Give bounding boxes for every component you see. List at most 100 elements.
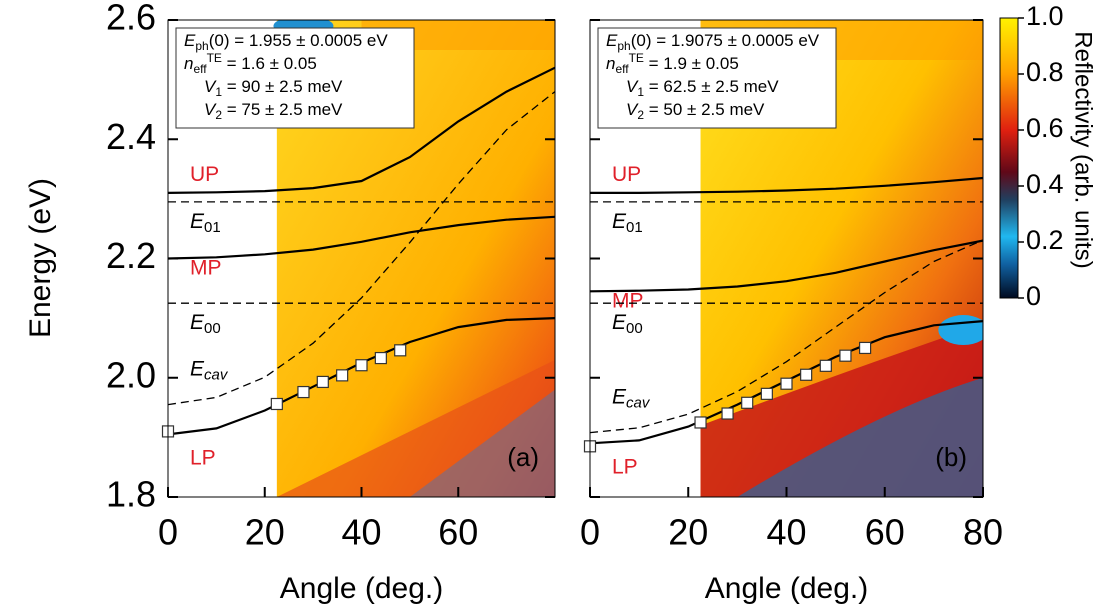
annotation-part: = 75 ± 2.5 meV (222, 100, 343, 119)
colorbar-tick-label: 0 (1026, 281, 1041, 311)
dashed-line (590, 239, 983, 434)
x-tick-label: 80 (963, 512, 1003, 553)
colorbar-tick-label: 0.4 (1026, 169, 1064, 199)
series-label: Ecav (612, 385, 651, 411)
colorbar-tick-label: 0.2 (1026, 225, 1064, 255)
annotation-part: V (204, 100, 217, 119)
series-name: UP (190, 162, 219, 185)
annotation-part: 1 (637, 85, 644, 99)
annotation-part: V (626, 100, 639, 119)
y-tick-label: 2.4 (106, 116, 156, 157)
data-point (355, 359, 368, 372)
colorbar-tick-label: 0.6 (1026, 113, 1064, 143)
annotation-part: (0) = 1.9075 ± 0.0005 eV (631, 31, 820, 50)
annotation-part: = 62.5 ± 2.5 meV (644, 77, 779, 96)
series-label: E01 (190, 209, 221, 235)
data-point (374, 351, 387, 365)
series-label: UP (190, 162, 219, 185)
series-name: UP (612, 162, 641, 185)
series-sub: 00 (626, 320, 643, 337)
annotation-part: E (184, 31, 196, 50)
data-point (839, 349, 852, 362)
y-tick-label: 1.8 (106, 474, 156, 515)
annotation-part: = 1.6 ± 0.05 (222, 54, 317, 73)
annotation-part: eff (615, 62, 629, 76)
data-point (394, 344, 407, 357)
x-tick-label: 40 (341, 512, 381, 553)
data-point (694, 416, 707, 429)
series-label: Ecav (190, 357, 229, 383)
map-band (409, 389, 555, 497)
data-point (721, 407, 734, 420)
annotation-part: ph (617, 39, 630, 53)
annotation-part: V (626, 77, 639, 96)
colorbar (999, 17, 1019, 299)
annotation-line: Eph(0) = 1.955 ± 0.0005 eV (184, 31, 388, 53)
polariton-line (590, 176, 983, 194)
annotation-box (175, 27, 415, 129)
panel-label: (b) (935, 442, 967, 472)
annotation-line: neffTE = 1.6 ± 0.05 (184, 51, 317, 76)
series-name: E (612, 311, 627, 334)
series-label: E00 (190, 311, 221, 337)
x-axis-title: Angle (deg.) (280, 572, 443, 605)
annotation-line: V1 = 90 ± 2.5 meV (204, 77, 343, 99)
series-name: LP (190, 446, 216, 469)
series-sub: 01 (204, 219, 221, 236)
data-point (780, 377, 793, 390)
data-point (760, 387, 773, 400)
x-tick-label: 60 (438, 512, 478, 553)
annotation-part: 2 (637, 108, 644, 122)
annotation-part: (0) = 1.955 ± 0.0005 eV (209, 31, 389, 50)
series-sub: 00 (204, 320, 221, 337)
annotation-box (597, 27, 837, 129)
series-label: MP (612, 289, 644, 312)
annotation-part: E (606, 31, 618, 50)
map-band (737, 377, 983, 497)
series-label: LP (612, 455, 638, 478)
series-name: E (612, 385, 627, 408)
data-point (336, 369, 349, 382)
colorbar-title: Reflectivity (arb. units) (1070, 31, 1097, 268)
y-tick-label: 2.0 (106, 354, 156, 395)
colorbar-tick-label: 0.8 (1026, 57, 1064, 87)
series-label: E00 (612, 311, 643, 337)
annotation-part: n (606, 54, 615, 73)
annotation-line: Eph(0) = 1.9075 ± 0.0005 eV (606, 31, 820, 53)
x-tick-label: 20 (668, 512, 708, 553)
annotation-line: neffTE = 1.9 ± 0.05 (606, 51, 739, 76)
x-tick-label: 40 (766, 512, 806, 553)
series-name: E (190, 357, 205, 380)
annotation-part: 1 (215, 85, 222, 99)
series-label: E01 (612, 209, 643, 235)
annotation-part: = 50 ± 2.5 meV (644, 100, 765, 119)
x-tick-label: 20 (245, 512, 285, 553)
y-axis-title: Energy (eV) (24, 178, 57, 338)
data-point (316, 375, 329, 389)
panel-label: (a) (507, 442, 539, 472)
polariton-line (168, 66, 555, 194)
series-label: MP (190, 256, 222, 279)
annotation-line: V2 = 75 ± 2.5 meV (204, 100, 343, 122)
annotation-part: V (204, 77, 217, 96)
x-tick-label: 60 (865, 512, 905, 553)
series-name: MP (190, 256, 222, 279)
data-point (819, 359, 832, 372)
x-tick-label: 0 (580, 512, 600, 553)
y-tick-label: 2.2 (106, 235, 156, 276)
data-point (297, 385, 310, 399)
series-name: E (190, 311, 205, 334)
annotation-line: V1 = 62.5 ± 2.5 meV (626, 77, 779, 99)
data-point (270, 397, 283, 411)
dashed-line (168, 91, 555, 406)
x-tick-label: 0 (158, 512, 178, 553)
annotation-part: = 1.9 ± 0.05 (644, 54, 739, 73)
series-sub: cav (626, 395, 651, 412)
series-label: UP (612, 162, 641, 185)
series-name: E (612, 209, 627, 232)
annotation-part: ph (195, 39, 208, 53)
x-axis-title: Angle (deg.) (705, 572, 868, 605)
